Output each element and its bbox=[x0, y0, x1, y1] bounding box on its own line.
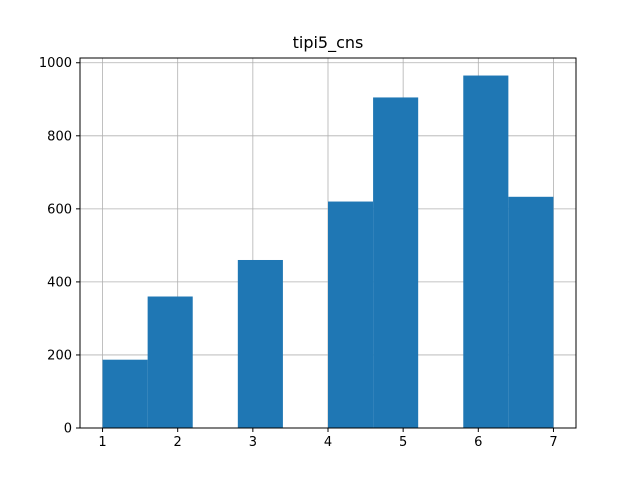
histogram-bar bbox=[328, 201, 374, 428]
x-tick-label: 6 bbox=[474, 435, 482, 450]
histogram-bar bbox=[373, 97, 419, 428]
x-tick-label: 5 bbox=[399, 435, 407, 450]
histogram-bar bbox=[147, 296, 193, 428]
x-tick-label: 3 bbox=[249, 435, 257, 450]
histogram-bar bbox=[102, 359, 148, 428]
bars bbox=[102, 75, 554, 429]
histogram-bar bbox=[508, 196, 554, 428]
y-tick-label: 0 bbox=[64, 422, 72, 437]
y-tick-label: 200 bbox=[47, 348, 72, 363]
x-tick-label: 4 bbox=[324, 435, 332, 450]
y-tick-label: 800 bbox=[47, 129, 72, 144]
x-axis: 1 2 3 4 5 6 7 bbox=[98, 428, 558, 450]
x-tick-label: 7 bbox=[549, 435, 557, 450]
x-tick-label: 2 bbox=[174, 435, 182, 450]
y-tick-label: 600 bbox=[47, 202, 72, 217]
y-tick-label: 1000 bbox=[39, 56, 72, 71]
histogram-bar bbox=[463, 75, 509, 429]
chart-title: tipi5_cns bbox=[293, 33, 364, 53]
histogram-bar bbox=[237, 259, 283, 428]
y-tick-label: 400 bbox=[47, 275, 72, 290]
y-axis: 0 200 400 600 800 1000 bbox=[39, 56, 80, 437]
x-tick-label: 1 bbox=[98, 435, 106, 450]
